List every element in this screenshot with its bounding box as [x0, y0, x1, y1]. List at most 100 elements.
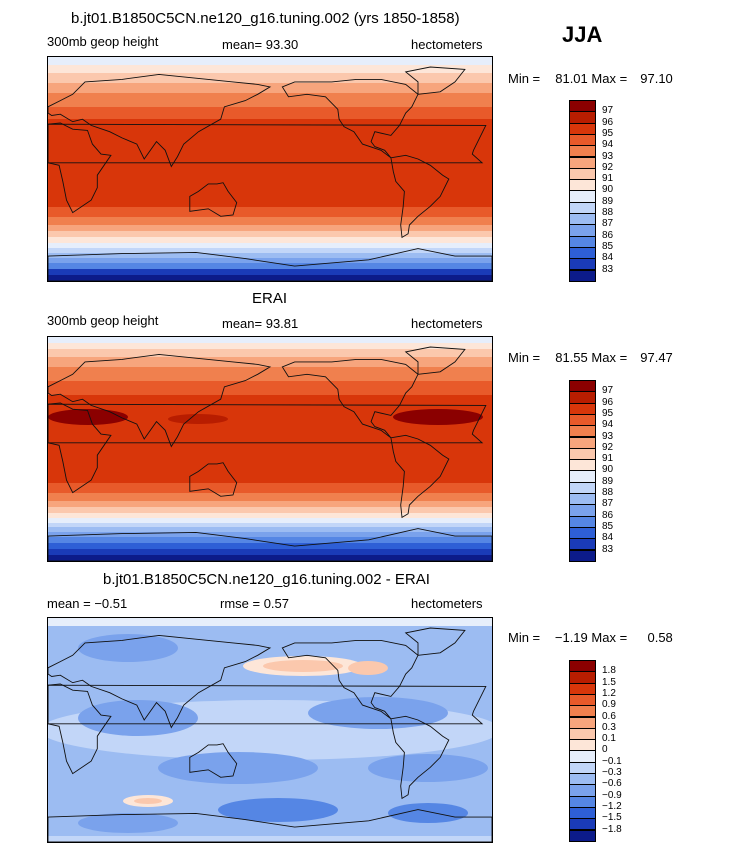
contour-band [48, 243, 492, 248]
colorbar-tick-label: −1.8 [602, 823, 622, 835]
coastline [48, 528, 492, 561]
colorbar-tick-label: 1.8 [602, 665, 616, 677]
contour-band [48, 217, 492, 225]
contour-map [47, 336, 493, 562]
contour-band [48, 248, 492, 253]
min-value: 81.01 [555, 71, 588, 86]
variable-label: 300mb geop height [47, 313, 159, 328]
contour-band [48, 381, 492, 395]
contour-region [48, 409, 128, 425]
rmse-label: rmse = 0.57 [220, 596, 290, 611]
colorbar-tick-label: 95 [602, 127, 614, 139]
contour-band [48, 269, 492, 275]
contour-band [48, 357, 492, 367]
contour-band [48, 527, 492, 532]
contour-region [263, 660, 343, 672]
max-label: Max = [591, 630, 628, 645]
coastline [48, 73, 272, 168]
contour-band [48, 225, 492, 231]
coastline [281, 358, 419, 439]
contour-band [48, 83, 492, 93]
coastline [48, 809, 492, 842]
min-max-readout: Min = 81.55 Max = 97.47 [508, 350, 673, 365]
coastline [390, 715, 450, 800]
colorbar-tick-label: −0.3 [602, 767, 622, 778]
contour-band [48, 349, 492, 357]
colorbar-tick-label: 95 [602, 407, 614, 419]
colorbar-tick-label: 97 [602, 385, 614, 397]
coastline [189, 182, 238, 217]
colorbar-tick-label: 85 [602, 520, 614, 532]
coastline [48, 353, 272, 448]
min-label: Min = [508, 350, 541, 365]
units-label: hectometers [411, 37, 483, 52]
contour-region [368, 754, 488, 782]
coastline [281, 639, 419, 720]
colorbar-tick-label: 94 [602, 139, 614, 151]
contour-region [134, 798, 162, 804]
contour-region [78, 813, 178, 833]
coastline [48, 123, 487, 164]
contour-band [48, 237, 492, 243]
contour-band [48, 513, 492, 518]
contour-region [348, 661, 388, 675]
colorbar-tick-label: 1.2 [602, 687, 616, 699]
colorbar-tick-label: 93 [602, 150, 614, 162]
contour-region [393, 409, 483, 425]
colorbar-tick-label: 89 [602, 475, 614, 487]
panel-title: b.jt01.B1850C5CN.ne120_g16.tuning.002 - … [103, 571, 430, 588]
contour-band [48, 253, 492, 258]
colorbar-tick-label: 1.5 [602, 676, 616, 688]
max-value: 0.58 [647, 630, 673, 645]
contour-band [48, 73, 492, 83]
min-label: Min = [508, 71, 541, 86]
colorbar-tick-label: 0 [602, 744, 608, 756]
colorbar-tick-label: 83 [602, 263, 614, 275]
colorbar-tick-label: 94 [602, 419, 614, 431]
colorbar-tick-label: 87 [602, 218, 614, 230]
coastline [48, 402, 112, 494]
max-value: 97.10 [640, 71, 673, 86]
coastline [48, 403, 487, 444]
colorbar-tick-label: 86 [602, 229, 614, 241]
contour-band [48, 275, 492, 281]
contour-band [48, 231, 492, 237]
coastline [48, 683, 112, 775]
colorbar-tick-label: 91 [602, 453, 614, 465]
colorbar-tick-label: 96 [602, 116, 614, 128]
mean-label: mean= 93.30 [222, 37, 299, 52]
contour-map [47, 56, 493, 282]
colorbar-tick-label: 0.3 [602, 721, 616, 733]
contour-band [48, 501, 492, 507]
coastline [404, 627, 466, 656]
contour-band [48, 543, 492, 549]
contour-region [48, 618, 492, 626]
contour-band [48, 65, 492, 73]
contour-band [48, 507, 492, 513]
colorbar-tick-label: −0.6 [602, 778, 622, 790]
min-label: Min = [508, 630, 541, 645]
contour-region [78, 700, 198, 736]
colorbar-tick-label: −0.1 [602, 755, 622, 767]
contour-region [218, 798, 338, 822]
colorbar-tick-label: 88 [602, 487, 614, 498]
contour-band [48, 493, 492, 501]
min-max-readout: Min = −1.19 Max = 0.58 [508, 630, 673, 645]
colorbar-tick-label: 92 [602, 161, 614, 173]
contour-band [48, 483, 492, 493]
max-value: 97.47 [640, 350, 673, 365]
colorbar-tick-label: 96 [602, 396, 614, 408]
mean-label: mean = −0.51 [47, 596, 128, 611]
colorbar-tick-label: 93 [602, 430, 614, 442]
max-label: Max = [591, 71, 628, 86]
colorbar-tick-label: 90 [602, 184, 614, 196]
contour-band [48, 395, 492, 483]
min-value: −1.19 [554, 630, 588, 645]
map-svg [48, 57, 492, 281]
contour-band [48, 207, 492, 217]
colorbar-tick-label: −1.2 [602, 800, 622, 812]
coastline [48, 248, 492, 281]
contour-region [78, 634, 178, 662]
colorbar-tick-label: 83 [602, 543, 614, 555]
contour-band [48, 337, 492, 343]
